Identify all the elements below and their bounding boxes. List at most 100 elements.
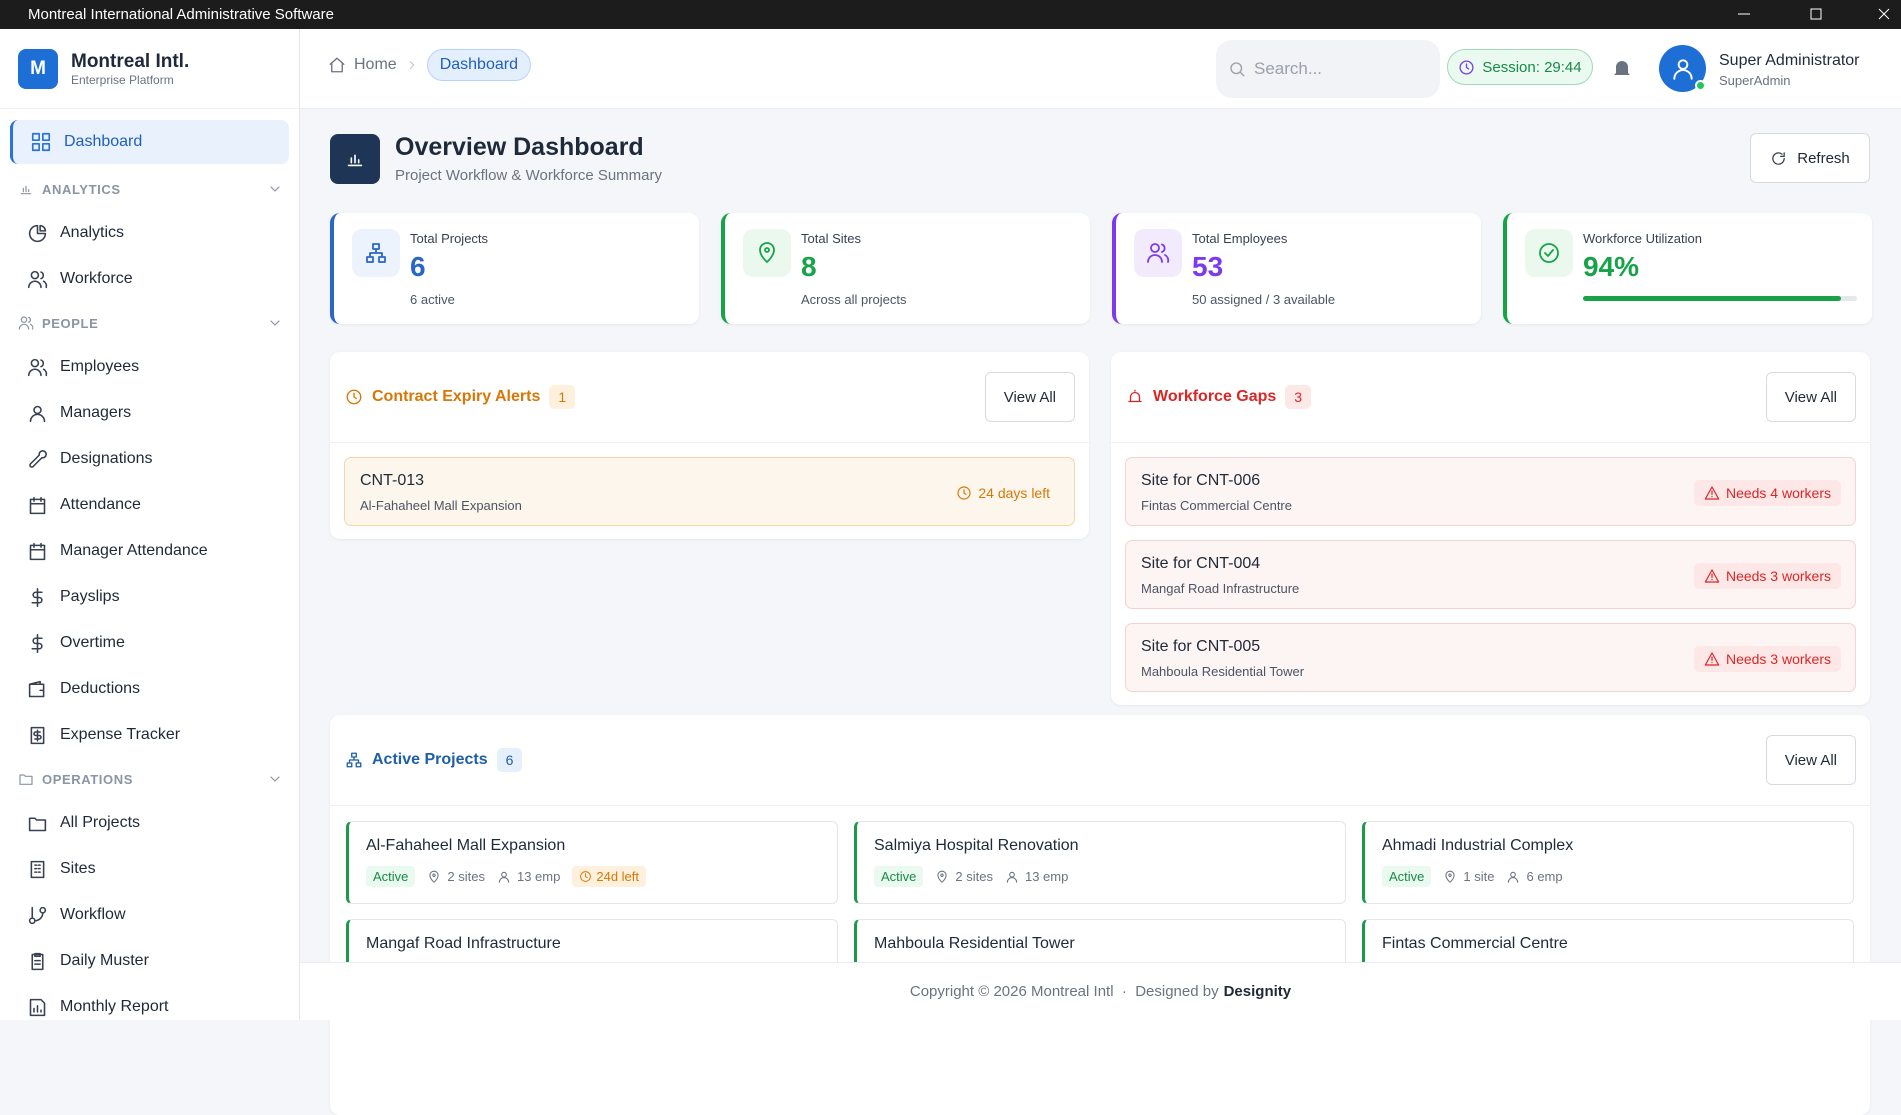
nav-section[interactable]: PEOPLE bbox=[10, 302, 289, 344]
icon bbox=[270, 320, 280, 326]
nav-item[interactable]: Sites bbox=[10, 846, 289, 892]
nav-item[interactable]: Workflow bbox=[10, 892, 289, 938]
nav-section[interactable]: OPERATIONS bbox=[10, 758, 289, 800]
icon-path bbox=[366, 243, 386, 263]
icon bbox=[31, 952, 44, 970]
icon-path bbox=[29, 449, 47, 468]
nav-item[interactable]: Designations bbox=[10, 436, 289, 482]
icon-path bbox=[1704, 486, 1720, 500]
icon-path bbox=[759, 242, 775, 263]
refresh-button[interactable]: Refresh bbox=[1750, 133, 1870, 183]
stat-value: 6 bbox=[410, 251, 426, 282]
icon bbox=[1147, 243, 1170, 263]
icon-path bbox=[1508, 871, 1519, 883]
bell-icon[interactable] bbox=[1610, 56, 1634, 80]
project-card[interactable]: Ahmadi Industrial Complex Active 1 site 6 e… bbox=[1362, 821, 1854, 904]
icon bbox=[28, 816, 47, 831]
icon bbox=[1508, 871, 1519, 883]
icon-path bbox=[347, 154, 363, 167]
icon bbox=[1459, 59, 1474, 75]
avatar[interactable] bbox=[1659, 45, 1706, 92]
nav-item[interactable]: Overtime bbox=[10, 620, 289, 666]
due-badge: 24d left bbox=[572, 866, 647, 887]
icon bbox=[429, 870, 440, 883]
stat-card: Total Employees 53 50 assigned / 3 availab… bbox=[1112, 213, 1481, 324]
project-meta: Active 2 sites 13 emp 24d left bbox=[366, 866, 647, 887]
icon-path bbox=[346, 752, 362, 768]
nav-label: Overtime bbox=[60, 634, 125, 651]
nav-item[interactable]: Manager Attendance bbox=[10, 528, 289, 574]
project-card[interactable]: Al-Fahaheel Mall Expansion Active 2 sites 1… bbox=[346, 821, 838, 904]
alert-subtitle: Mangaf Road Infrastructure bbox=[1141, 581, 1300, 596]
icon-path bbox=[27, 358, 48, 376]
view-all-button[interactable]: View All bbox=[1765, 735, 1856, 785]
icon bbox=[29, 542, 46, 560]
nav-item[interactable]: Monthly Report bbox=[10, 984, 289, 1030]
window-controls[interactable] bbox=[1711, 0, 1901, 29]
nav: Dashboard ANALYTICS Analytics Workforce PEOP… bbox=[0, 109, 299, 1030]
notifications[interactable] bbox=[1610, 56, 1634, 85]
nav-label: Workflow bbox=[60, 906, 126, 923]
breadcrumb-home[interactable]: Home bbox=[354, 56, 397, 73]
nav-item[interactable]: Analytics bbox=[10, 210, 289, 256]
page-subtitle: Project Workflow & Workforce Summary bbox=[395, 167, 663, 184]
alert-item[interactable]: Site for CNT-006 Fintas Commercial Centre… bbox=[1125, 457, 1856, 526]
icon bbox=[31, 587, 43, 607]
view-all-button[interactable]: View All bbox=[984, 372, 1075, 422]
nav-label: Manager Attendance bbox=[60, 542, 208, 559]
icon-path bbox=[1772, 151, 1786, 165]
alert-item[interactable]: Site for CNT-004 Mangaf Road Infrastructu… bbox=[1125, 540, 1856, 609]
section-title: ANALYTICS bbox=[42, 181, 121, 197]
icon bbox=[759, 242, 775, 263]
badge-text: Needs 4 workers bbox=[1725, 485, 1831, 501]
nav-item[interactable]: Daily Muster bbox=[10, 938, 289, 984]
nav-item[interactable]: All Projects bbox=[10, 800, 289, 846]
nav-section[interactable]: ANALYTICS bbox=[10, 168, 289, 210]
nav-item[interactable]: Workforce bbox=[10, 256, 289, 302]
user-name: Super Administrator bbox=[1719, 52, 1860, 69]
panel-header: Workforce Gaps 3 View All bbox=[1111, 352, 1870, 443]
search[interactable]: Search... bbox=[1216, 40, 1440, 98]
project-card[interactable]: Salmiya Hospital Renovation Active 2 sites… bbox=[854, 821, 1346, 904]
icon-path bbox=[429, 870, 440, 883]
logo: M bbox=[18, 48, 58, 89]
nav-item[interactable]: Deductions bbox=[10, 666, 289, 712]
badge-text: Needs 3 workers bbox=[1725, 568, 1831, 584]
nav-item[interactable]: Managers bbox=[10, 390, 289, 436]
close[interactable] bbox=[1878, 8, 1890, 20]
project-name: Fintas Commercial Centre bbox=[1382, 935, 1568, 952]
progress-track bbox=[1583, 296, 1857, 301]
maximize[interactable] bbox=[1810, 8, 1822, 20]
alert-badge: 24 days left bbox=[946, 480, 1060, 506]
nav-item[interactable]: Expense Tracker bbox=[10, 712, 289, 758]
alert-badge: Needs 4 workers bbox=[1693, 480, 1841, 506]
stat-card: Workforce Utilization 94% bbox=[1503, 213, 1872, 324]
window-title: Montreal International Administrative So… bbox=[28, 6, 334, 23]
alert-item[interactable]: Site for CNT-005 Mahboula Residential Tow… bbox=[1125, 623, 1856, 692]
view-all-button[interactable]: View All bbox=[1765, 372, 1856, 422]
alert-subtitle: Fintas Commercial Centre bbox=[1141, 498, 1292, 513]
icon-path bbox=[1006, 871, 1018, 883]
icon bbox=[19, 774, 33, 785]
icon-path bbox=[29, 496, 46, 514]
icon-path bbox=[270, 776, 280, 782]
nav-item[interactable]: Attendance bbox=[10, 482, 289, 528]
icon-path bbox=[30, 726, 45, 744]
breadcrumb: Home Dashboard bbox=[328, 47, 531, 83]
icon bbox=[30, 726, 45, 744]
designer: Designity bbox=[1223, 983, 1292, 1000]
breadcrumb-current: Dashboard bbox=[426, 49, 531, 81]
footer: Copyright © 2026 Montreal Intl · Designe… bbox=[300, 962, 1901, 1020]
stat-note: 6 active bbox=[410, 292, 455, 307]
nav-item[interactable]: Dashboard bbox=[10, 120, 289, 164]
icon bbox=[498, 871, 510, 883]
nav-label: Expense Tracker bbox=[60, 726, 181, 743]
icon bbox=[409, 60, 414, 70]
alert-title: Site for CNT-004 bbox=[1141, 555, 1261, 572]
nav-item[interactable]: Payslips bbox=[10, 574, 289, 620]
alert-item[interactable]: CNT-013 Al-Fahaheel Mall Expansion 24 days… bbox=[344, 457, 1075, 526]
section-title: PEOPLE bbox=[42, 315, 99, 331]
panel-title: Active Projects bbox=[372, 751, 488, 768]
nav-item[interactable]: Employees bbox=[10, 344, 289, 390]
